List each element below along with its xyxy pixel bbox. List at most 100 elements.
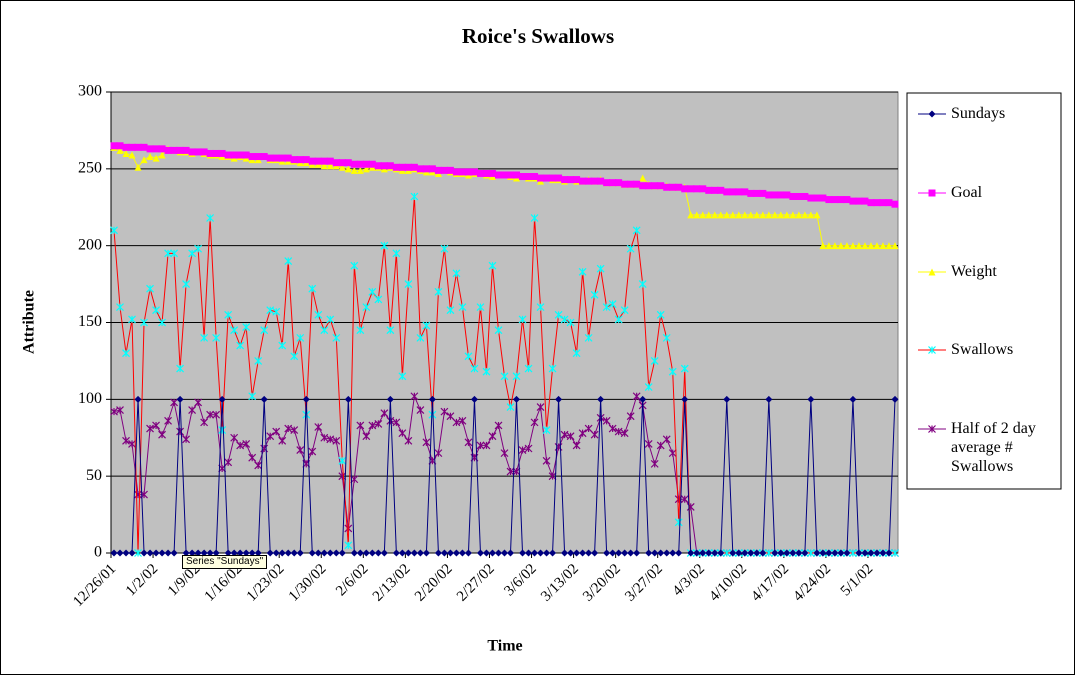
point	[128, 143, 136, 151]
point	[608, 300, 617, 308]
point	[602, 303, 611, 312]
point	[747, 189, 755, 197]
point	[645, 182, 653, 190]
point	[416, 549, 424, 557]
point	[507, 549, 515, 557]
point	[350, 261, 359, 270]
point	[170, 249, 179, 258]
point	[638, 280, 647, 289]
point	[140, 318, 148, 327]
point	[266, 306, 275, 315]
point	[663, 183, 671, 191]
point	[669, 549, 677, 557]
point	[482, 169, 490, 177]
point	[825, 242, 833, 250]
point	[747, 211, 755, 219]
point	[200, 333, 209, 342]
point	[182, 549, 190, 557]
point	[543, 174, 551, 182]
point	[645, 549, 653, 557]
point	[194, 148, 202, 156]
point	[500, 449, 509, 458]
point	[729, 549, 737, 557]
point	[777, 191, 785, 199]
chart-title: Roice's Swallows	[462, 24, 614, 48]
point	[146, 424, 154, 433]
point	[416, 333, 425, 342]
point	[621, 549, 629, 557]
point	[362, 549, 370, 557]
point	[266, 549, 274, 557]
point	[789, 211, 797, 219]
point	[783, 191, 791, 199]
tooltip: Series "Sundays"	[182, 555, 268, 569]
point	[410, 192, 419, 201]
point	[122, 349, 130, 358]
point	[110, 407, 118, 416]
point	[705, 549, 713, 557]
point	[687, 211, 695, 219]
legend-label: Weight	[951, 263, 997, 280]
point	[446, 166, 454, 174]
point	[290, 352, 299, 361]
point	[885, 549, 893, 557]
point	[248, 453, 257, 462]
point	[164, 549, 172, 557]
point	[242, 549, 250, 557]
point	[668, 449, 677, 458]
point	[398, 429, 407, 438]
point	[140, 549, 148, 557]
point	[494, 549, 502, 557]
point	[537, 174, 545, 182]
point	[513, 171, 521, 179]
point	[434, 549, 442, 557]
point	[596, 264, 605, 273]
point	[368, 549, 376, 557]
point	[398, 163, 406, 171]
point	[837, 242, 845, 250]
point	[440, 244, 449, 253]
point	[338, 456, 347, 465]
point	[675, 183, 683, 191]
point	[176, 364, 185, 373]
point	[200, 418, 209, 427]
point	[284, 257, 293, 265]
point	[614, 315, 623, 324]
point	[488, 432, 497, 441]
point	[182, 435, 191, 444]
point	[134, 163, 142, 171]
point	[525, 549, 533, 557]
point	[416, 406, 425, 415]
point	[626, 244, 635, 253]
point	[332, 159, 340, 167]
point	[530, 214, 539, 222]
point	[320, 326, 329, 335]
point	[512, 372, 521, 381]
point	[134, 395, 142, 403]
point	[116, 406, 124, 415]
point	[386, 326, 395, 335]
point	[831, 196, 839, 204]
point	[464, 549, 472, 557]
point	[440, 549, 448, 557]
point	[777, 211, 785, 219]
point	[590, 290, 599, 299]
point	[585, 549, 593, 557]
point	[128, 151, 136, 159]
point	[699, 549, 707, 557]
point	[296, 549, 304, 557]
point	[573, 549, 581, 557]
point	[567, 176, 575, 184]
point	[350, 549, 358, 557]
point	[248, 549, 256, 557]
point	[116, 303, 124, 312]
y-tick-label: 250	[78, 160, 102, 177]
point	[170, 146, 178, 154]
point	[284, 549, 292, 557]
point	[266, 154, 274, 162]
point	[404, 163, 412, 171]
point	[879, 242, 887, 250]
point	[518, 315, 527, 324]
point	[338, 163, 346, 171]
point	[230, 151, 238, 159]
